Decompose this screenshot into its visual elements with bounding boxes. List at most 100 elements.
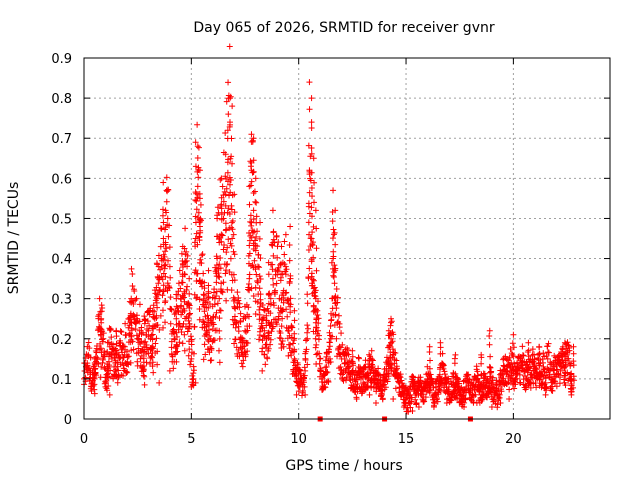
data-point [330,273,337,280]
data-point [222,227,229,234]
data-point [192,267,199,274]
data-point [508,359,515,366]
data-point [228,219,235,226]
data-point [434,398,441,405]
data-point [279,292,286,299]
data-point [308,144,315,151]
data-point [303,346,310,353]
data-point [228,242,235,249]
data-point [384,378,391,385]
data-point [382,384,389,391]
data-point [393,357,400,364]
data-point [246,229,253,236]
data-point [252,311,259,318]
data-point [97,332,104,339]
data-point [250,216,257,223]
data-point [349,369,356,376]
data-point [278,307,285,314]
data-point [250,190,257,197]
data-point [245,313,252,320]
data-point [107,326,114,333]
data-point [184,263,191,270]
data-point [137,340,144,347]
data-point [456,380,463,387]
data-point [287,341,294,348]
data-point [120,343,127,350]
data-point [309,276,316,283]
data-point [533,384,540,391]
data-point [162,261,169,268]
data-point [259,324,266,331]
data-point [317,367,324,374]
data-point [173,349,180,356]
data-point [128,337,135,344]
data-point [141,348,148,355]
data-point [286,332,293,339]
data-point [312,335,319,342]
data-point [517,380,524,387]
data-point [220,279,227,286]
data-point [379,387,386,394]
data-point [379,396,386,403]
data-point [178,302,185,309]
data-point [167,306,174,313]
data-point [231,340,238,347]
data-point [227,255,234,262]
data-point [326,343,333,350]
data-point [217,307,224,314]
data-point [501,367,508,374]
data-point [160,179,167,186]
data-point [327,355,334,362]
data-point [273,280,280,287]
data-point [200,295,207,302]
data-point [345,363,352,370]
data-point [386,342,393,349]
data-point [506,354,513,361]
data-point [245,281,252,288]
data-point [278,243,285,250]
data-point [196,316,203,323]
data-point [275,264,282,271]
data-point [313,361,320,368]
data-point [149,307,156,314]
data-point [257,219,264,226]
data-point [175,307,182,314]
data-point [211,337,218,344]
data-point [204,336,211,343]
data-point [167,294,174,301]
data-point [386,354,393,361]
y-tick-labels: 0 0.1 0.2 0.3 0.4 0.5 0.6 0.7 0.8 0.9 [51,52,72,428]
data-point [512,375,519,382]
data-point [309,241,316,248]
data-point [568,391,575,398]
data-point [231,209,238,216]
data-point [499,371,506,378]
data-point [375,365,382,372]
data-point [131,288,138,295]
data-point [338,330,345,337]
data-point [226,95,233,102]
data-point [269,275,276,282]
data-point [345,351,352,358]
data-point [246,201,253,208]
data-point [540,363,547,370]
data-point [443,399,450,406]
data-point [128,319,135,326]
y-tick-label: 0.8 [51,92,72,107]
data-point [187,361,194,368]
data-point [525,356,532,363]
data-point [341,355,348,362]
data-point [309,193,316,200]
data-point [216,307,223,314]
data-point [163,198,170,205]
data-point [369,363,376,370]
data-point [385,366,392,373]
data-point [509,340,516,347]
data-point [222,151,229,158]
data-point [278,323,285,330]
data-point [158,225,165,232]
data-point [190,350,197,357]
axis-ticks [83,57,610,420]
data-point [372,399,379,406]
data-point [407,404,414,411]
